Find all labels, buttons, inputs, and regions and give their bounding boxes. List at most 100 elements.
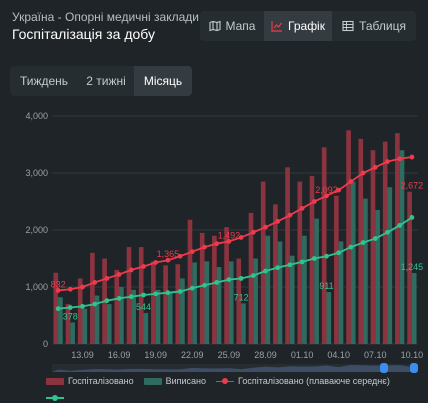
bar-hospitalized [260,181,266,344]
legend-swatch-hospitalized [46,377,64,385]
legend-item-discharged[interactable]: Виписано [143,376,207,386]
legend-item-discharged-avg[interactable] [46,394,68,401]
tab-table[interactable]: Таблиця [332,11,416,41]
bar-hospitalized [407,191,412,344]
view-switcher: Мапа Графік Таблиця [200,11,416,41]
legend-label-hospitalized-avg: Госпіталізовано (плаваюче середнє) [238,376,390,386]
bar-discharged [94,295,100,344]
bar-discharged [265,235,271,344]
point-discharged-avg [153,291,159,297]
point-discharged-avg [336,250,342,256]
point-discharged-avg [348,244,354,250]
point-discharged-avg [311,256,317,261]
tab-map[interactable]: Мапа [200,11,264,41]
point-hospitalized-avg [311,199,317,204]
tab-month[interactable]: Місяць [134,66,192,96]
bar-hospitalized [126,247,132,344]
tab-two-weeks[interactable]: 2 тижні [78,66,134,96]
legend-swatch-discharged-avg [46,394,64,401]
point-discharged-avg [80,303,85,309]
bar-hospitalized [212,235,217,344]
data-label: 378 [63,311,78,321]
bar-hospitalized [321,147,327,344]
bar-hospitalized [114,269,120,344]
tab-graph-label: Графік [288,19,325,33]
bar-discharged [253,258,258,344]
x-tick-label: 01.10 [291,350,314,360]
x-tick-label: 28.09 [254,350,277,360]
point-discharged-avg [165,290,171,296]
point-hospitalized-avg [128,267,134,273]
bar-discharged [119,287,124,344]
point-discharged-avg [67,305,73,310]
point-discharged-avg [263,268,268,274]
table-icon [342,20,354,32]
bar-hospitalized [90,252,95,344]
legend-swatch-hospitalized-avg [216,378,235,385]
bar-hospitalized [285,167,290,344]
point-discharged-avg [385,229,390,235]
bar-discharged [326,292,332,344]
point-discharged-avg [299,259,305,265]
bar-discharged [82,308,88,344]
point-hospitalized-avg [141,264,146,269]
range-navigator [52,364,418,372]
data-label: 2,092 [315,185,338,195]
bar-discharged [58,297,63,344]
point-hospitalized-avg [226,239,232,244]
bar-hospitalized [65,304,71,344]
bar-hospitalized [236,258,242,344]
point-discharged-avg [287,262,293,268]
bar-hospitalized [382,141,388,344]
data-label: 1,365 [157,249,180,259]
bar-discharged [338,241,344,344]
point-discharged-avg [141,292,146,298]
bar-discharged [314,218,319,344]
range-handle-right[interactable] [410,363,418,373]
data-label: 832 [51,279,66,289]
tab-week[interactable]: Тиждень [10,66,78,96]
period-switcher: Тиждень 2 тижні Місяць [10,66,192,96]
point-hospitalized-avg [299,205,305,211]
x-tick-label: 10.10 [401,350,424,360]
point-hospitalized-avg [177,253,183,259]
data-label: 2,672 [401,181,424,191]
tab-graph[interactable]: Графік [264,11,332,41]
point-hospitalized-avg [153,260,159,265]
point-discharged-avg [324,253,329,259]
bar-discharged [228,261,234,344]
point-hospitalized-avg [360,170,366,176]
bar-hospitalized [334,195,339,344]
legend-swatch-discharged [143,377,162,385]
bar-discharged [411,273,417,344]
point-discharged-avg [189,285,195,291]
x-tick-label: 22.09 [181,350,204,360]
point-hospitalized-avg [104,276,110,281]
tab-week-label: Тиждень [19,74,69,88]
point-discharged-avg [92,301,98,307]
tab-table-label: Таблиця [359,19,406,33]
point-discharged-avg [226,277,232,282]
range-navigator-preview [52,365,418,372]
bar-discharged [216,267,222,344]
point-discharged-avg [238,276,244,281]
data-label: 1,245 [401,262,424,272]
bar-discharged [241,303,246,344]
point-hospitalized-avg [409,154,415,160]
y-tick-label: 4,000 [25,111,48,121]
point-discharged-avg [177,289,183,294]
bar-hospitalized [187,219,193,344]
bar-hospitalized [151,261,156,344]
map-icon [208,20,221,32]
bar-discharged [180,278,185,344]
range-handle-left[interactable] [380,363,388,373]
legend-label-hospitalized: Госпіталізовано [68,376,134,386]
point-discharged-avg [372,236,378,241]
point-hospitalized-avg [372,164,378,170]
bar-discharged [375,210,380,344]
legend-item-hospitalized-avg[interactable]: Госпіталізовано (плаваюче середнє) [216,376,390,386]
legend-label-discharged: Виписано [165,376,207,386]
legend-item-hospitalized[interactable]: Госпіталізовано [46,376,134,386]
point-hospitalized-avg [385,159,390,164]
tab-map-label: Мапа [225,19,256,33]
